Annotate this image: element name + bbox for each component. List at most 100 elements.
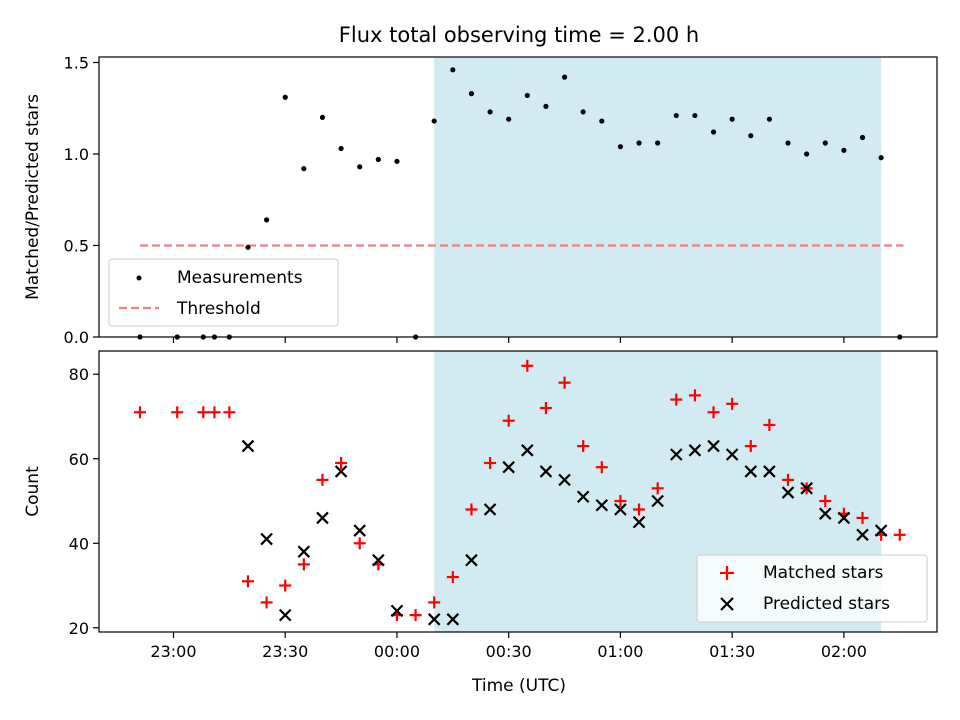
measurement-point (468, 91, 475, 97)
matched-star-point (502, 414, 515, 427)
matched-star-point (409, 609, 422, 622)
measurement-point (710, 129, 717, 135)
measurement-point (338, 145, 344, 152)
predicted-star-point (427, 613, 441, 626)
matched-star-point (707, 406, 720, 419)
predicted-star-point (744, 465, 758, 478)
predicted-star-point (390, 604, 404, 618)
predicted-star-point (483, 503, 497, 516)
matched-star-point (428, 596, 441, 609)
predicted-star-point (707, 439, 720, 453)
predicted-star-point (632, 515, 646, 529)
predicted-star-point (241, 439, 255, 453)
predicted-star-point (856, 528, 869, 542)
legend-measurement-marker (136, 275, 142, 281)
measurement-point (766, 116, 773, 122)
predicted-star-point (260, 532, 273, 546)
measurement-point (599, 118, 605, 124)
matched-star-point (856, 511, 869, 524)
x-tick-label: 00:30 (486, 642, 532, 661)
x-tick-label: 02:00 (821, 642, 867, 661)
measurement-point (394, 158, 400, 164)
measurement-point (878, 155, 884, 161)
chart-title: Flux total observing time = 2.00 h (339, 23, 699, 47)
matched-star-point (539, 402, 552, 415)
matched-star-point (223, 406, 236, 419)
x-tick-label: 00:00 (374, 642, 420, 661)
bottom-legend-box (696, 554, 928, 623)
matched-star-point (208, 406, 221, 419)
measurement-point (506, 116, 512, 122)
matched-star-point (744, 440, 757, 453)
predicted-star-point (800, 482, 813, 495)
matched-star-point (133, 406, 146, 419)
top-plot-frame (98, 56, 938, 338)
predicted-star-point (781, 486, 795, 499)
matched-star-point (819, 495, 832, 508)
bottom-y-ticks: 20 40 60 80 (69, 365, 99, 638)
legend-matched-label: Matched stars (763, 563, 883, 583)
legend-measurements-label: Measurements (177, 268, 303, 288)
measurement-point (785, 140, 791, 146)
matched-star-point (353, 537, 366, 550)
predicted-star-point (353, 524, 366, 537)
predicted-star-point (372, 553, 385, 567)
bottom-y-axis-label: Count (23, 466, 43, 517)
matched-star-point (521, 359, 534, 372)
matched-star-point (577, 440, 590, 453)
legend-predicted-label: Predicted stars (763, 594, 890, 614)
bottom-panel: 20 40 60 80 23:00 23:30 00:00 00:30 01:00 01:30 0… (23, 350, 938, 696)
legend-matched-marker (720, 566, 734, 580)
bottom-plot-frame (98, 350, 938, 633)
predicted-star-point (614, 503, 627, 516)
matched-star-point (726, 397, 739, 410)
predicted-star-point (539, 465, 553, 478)
measurement-point (748, 133, 754, 139)
count-points (133, 359, 906, 626)
legend-threshold-label: Threshold (176, 299, 261, 319)
top-y-ticks: 0.0 0.5 1.0 1.5 (64, 53, 99, 347)
predicted-star-point (763, 465, 776, 478)
matched-star-point (782, 473, 795, 486)
measurement-point (264, 217, 270, 223)
matched-star-point (614, 495, 627, 508)
bottom-x-ticks: 23:00 23:30 00:00 00:30 01:00 01:30 02:00 (150, 632, 867, 661)
predicted-star-point (651, 494, 664, 508)
matched-star-point (670, 393, 683, 406)
matched-star-point (297, 558, 310, 571)
measurement-points (137, 67, 903, 340)
matched-star-point (171, 406, 184, 419)
matched-star-point (335, 456, 348, 469)
measurement-point (655, 140, 661, 146)
measurement-point (431, 118, 437, 124)
predicted-star-point (688, 444, 702, 457)
top-y-tick-label: 1.0 (64, 145, 89, 164)
top-panel: 0.0 0.5 1.0 1.5 Matched/Predicted stars Mea… (23, 53, 938, 347)
measurement-point (245, 244, 251, 250)
measurement-point (859, 134, 866, 141)
bot-y-tick-label: 80 (69, 365, 89, 384)
measurement-point (692, 112, 698, 119)
predicted-star-point (670, 448, 683, 461)
measurement-point (729, 116, 735, 122)
matched-star-point (893, 528, 906, 541)
matched-star-point (688, 389, 701, 402)
matched-star-point (197, 406, 210, 419)
predicted-star-point (297, 545, 311, 558)
measurement-point (561, 74, 568, 80)
measurement-point (543, 103, 549, 110)
matched-star-point (484, 456, 497, 469)
predicted-star-point (837, 511, 851, 525)
matched-star-point (241, 575, 254, 588)
bot-y-tick-label: 20 (69, 619, 89, 638)
matched-star-point (316, 473, 329, 486)
top-highlight-span (434, 57, 882, 337)
measurement-point (487, 109, 493, 115)
predicted-star-point (576, 490, 590, 504)
predicted-star-point (446, 613, 460, 626)
measurement-point (319, 114, 326, 120)
x-tick-label: 23:30 (262, 642, 308, 661)
matched-star-point (446, 571, 459, 584)
top-y-tick-label: 0.0 (64, 328, 89, 347)
